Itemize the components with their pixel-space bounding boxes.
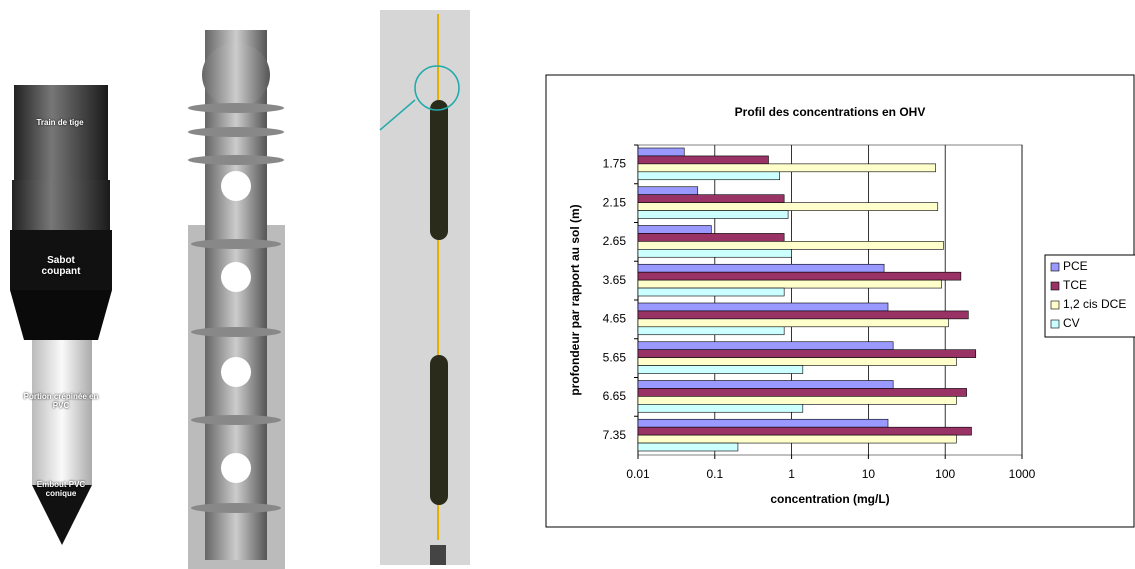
bar [638,148,684,156]
bar [638,241,943,249]
bar [638,303,888,311]
y-tick-label: 6.65 [603,389,627,403]
bar [638,342,893,350]
bar [638,280,942,288]
legend-label: CV [1063,316,1080,330]
bar [638,427,971,435]
bar [638,443,738,451]
x-tick-label: 10 [862,467,876,481]
bar [638,264,884,272]
x-tick-label: 1 [788,467,795,481]
x-tick-label: 1000 [1009,467,1036,481]
x-tick-label: 0.01 [626,467,650,481]
bar [638,404,803,412]
bar [638,319,948,327]
bar [638,435,956,443]
bar [638,350,976,358]
y-tick-label: 2.65 [603,234,627,248]
bar [638,211,788,219]
bar [638,381,893,389]
figure-label: Sabot coupant [30,255,92,277]
x-tick-label: 0.1 [706,467,723,481]
bar [638,203,938,211]
y-tick-label: 3.65 [603,273,627,287]
bar [638,195,784,203]
bar [638,288,784,296]
bar [638,327,784,335]
y-tick-label: 7.35 [603,428,627,442]
legend-swatch [1051,282,1059,290]
figure-label: Train de tige [20,118,100,127]
bar [638,233,784,241]
y-tick-label: 2.15 [603,195,627,209]
figure-label: Portion crépinée en PVC [22,392,100,410]
sampler-drawing [188,30,285,569]
bar [638,172,780,180]
bar [638,272,961,280]
bar [638,156,768,164]
bar [638,396,956,404]
legend-label: 1,2 cis DCE [1063,297,1126,311]
y-axis-label: profondeur par rapport au sol (m) [568,204,582,395]
legend-label: TCE [1063,278,1087,292]
figure-label: Embout PVC conique [30,480,92,498]
bar [638,187,698,195]
legend-swatch [1051,301,1059,309]
page: {"figure_labels": ["Train de tige", "Sab… [0,0,1135,569]
figure: Profil des concentrations en OHV concent… [0,0,1135,569]
bar [638,358,956,366]
legend-label: PCE [1063,259,1088,273]
x-axis-label: concentration (mg/L) [770,492,889,506]
bar [638,249,792,257]
bar [638,164,936,172]
bar [638,226,711,234]
y-tick-label: 5.65 [603,350,627,364]
y-tick-label: 4.65 [603,312,627,326]
bar [638,419,888,427]
bar [638,311,968,319]
chart-title: Profil des concentrations en OHV [735,105,926,119]
legend-swatch [1051,320,1059,328]
bar [638,366,803,374]
y-tick-label: 1.75 [603,157,627,171]
probe-photo [10,85,112,545]
passive-sampler-photo [380,10,470,565]
x-tick-label: 100 [935,467,955,481]
legend-swatch [1051,263,1059,271]
bar [638,388,967,396]
